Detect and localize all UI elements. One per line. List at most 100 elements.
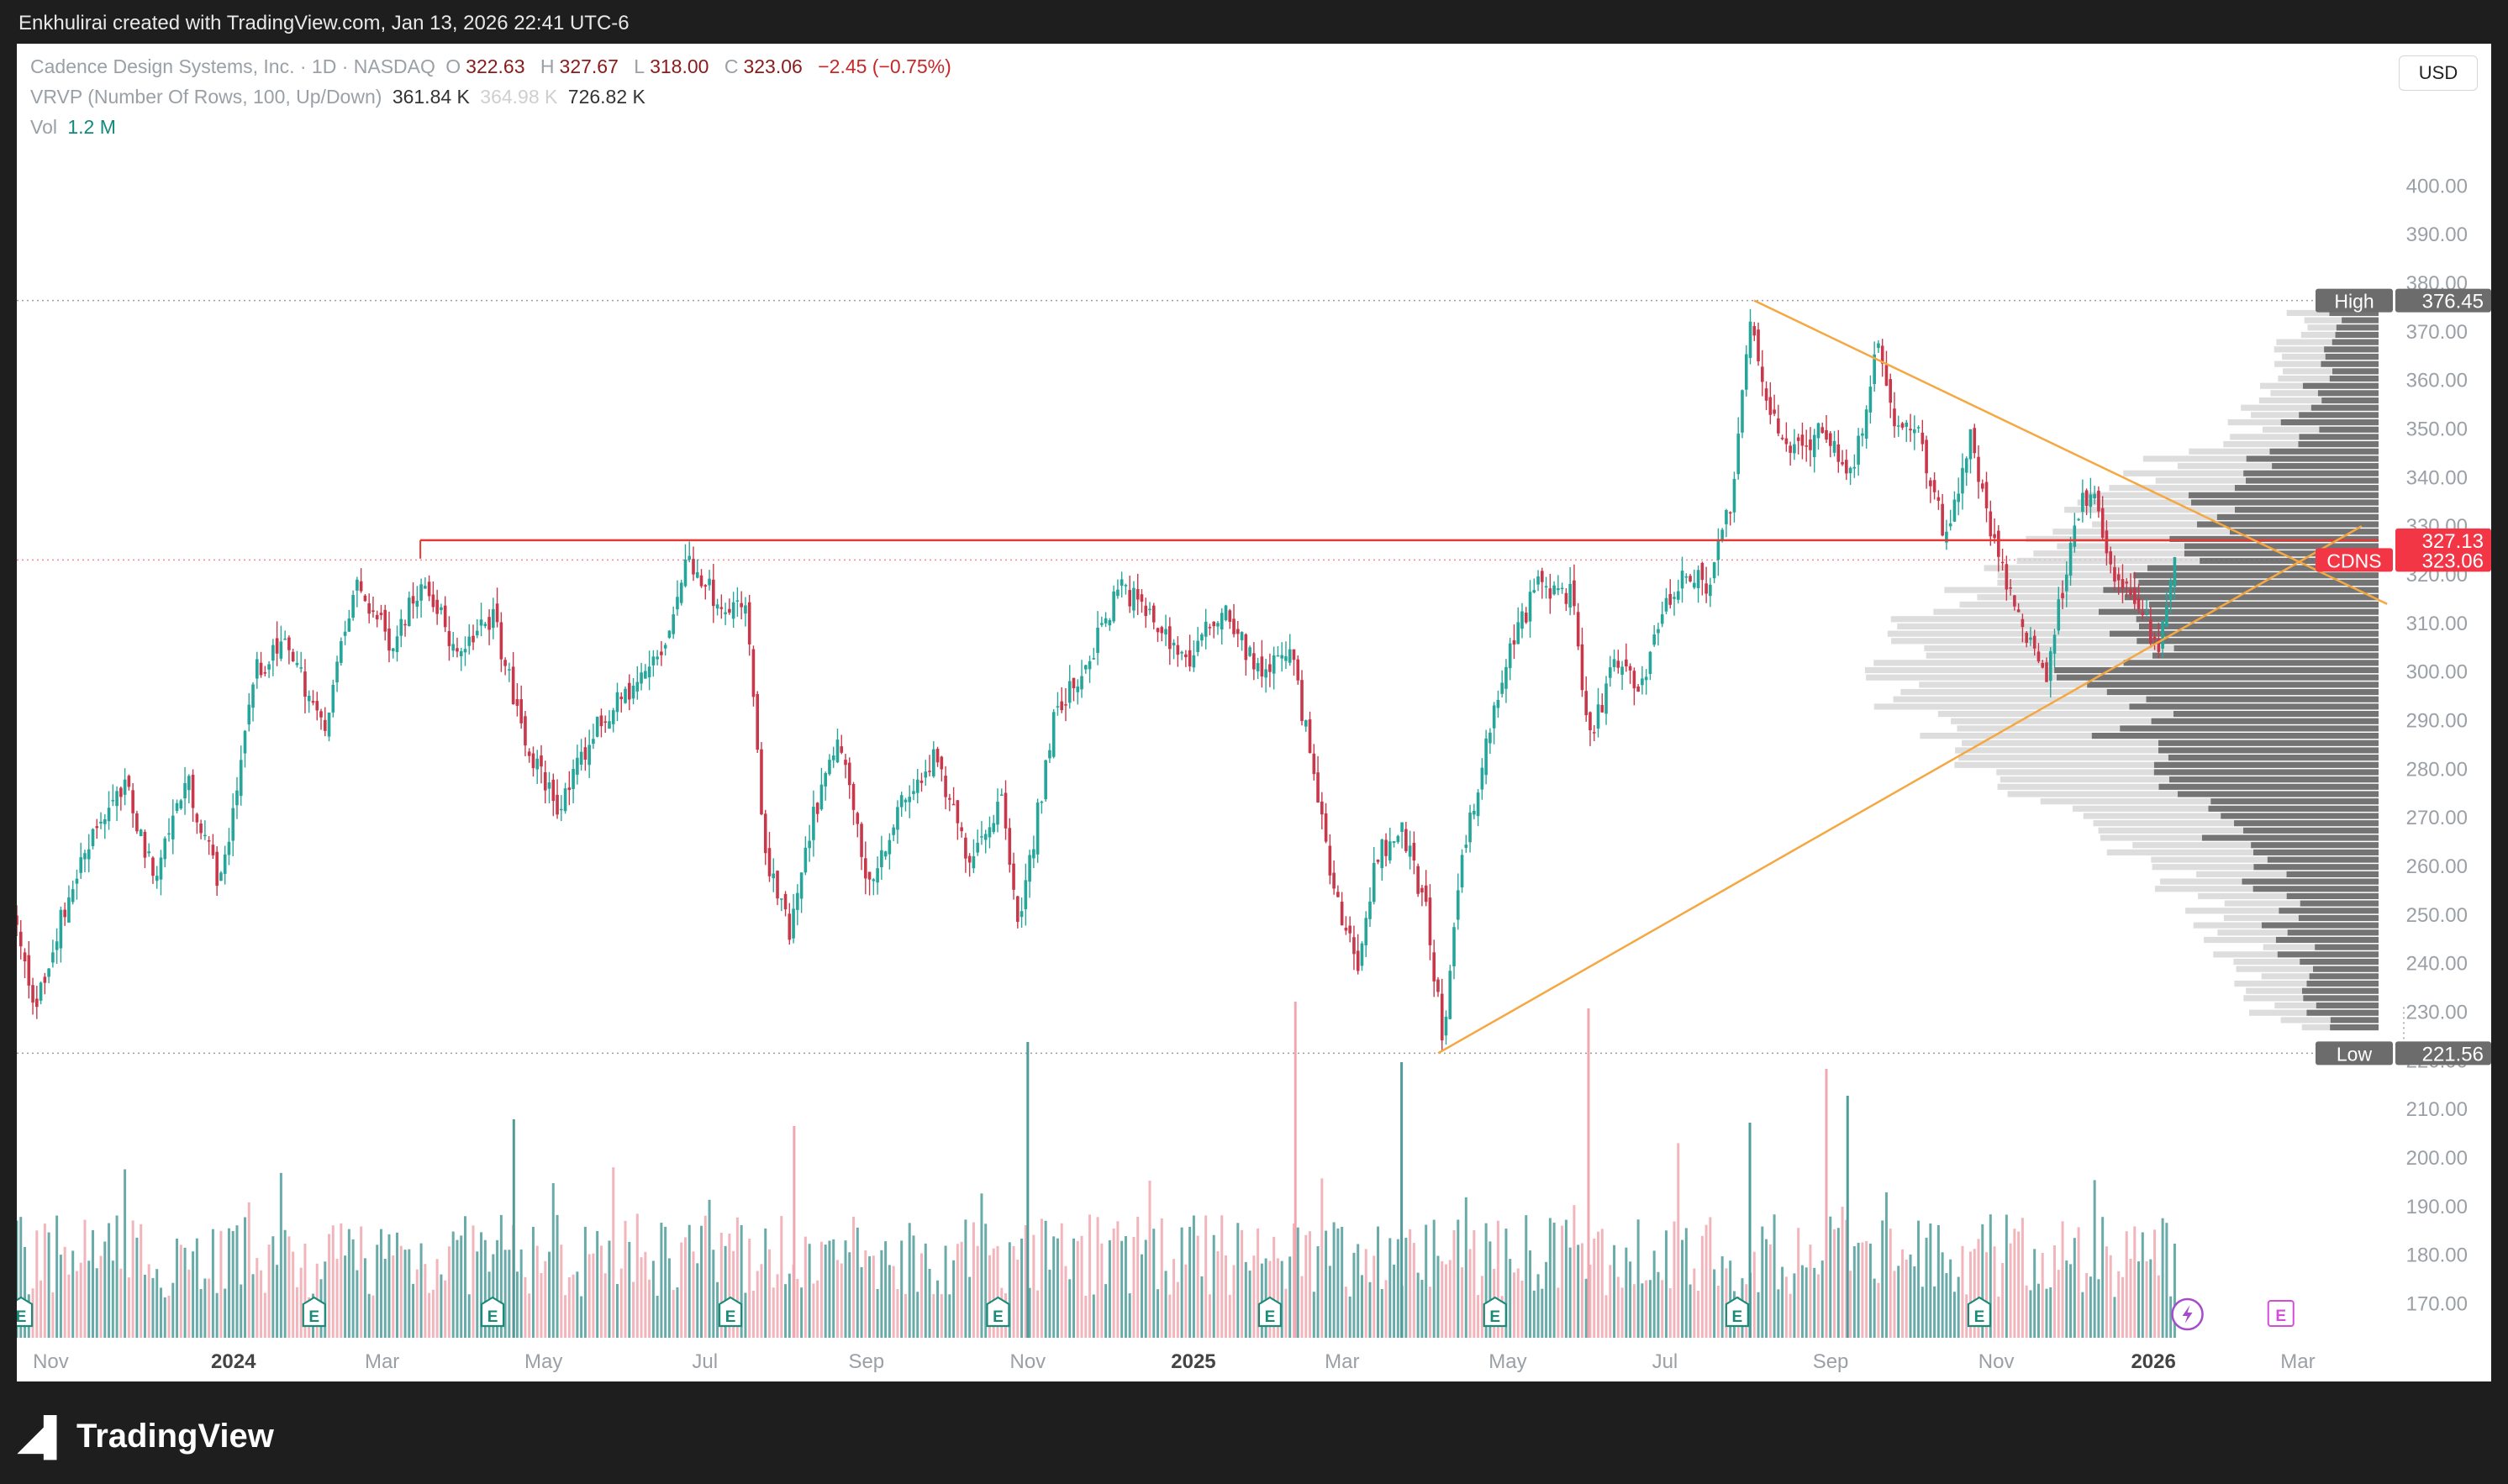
volume-bar xyxy=(872,1255,875,1338)
volume-bar xyxy=(208,1278,211,1338)
volume-bar xyxy=(680,1242,683,1338)
volume-bar xyxy=(271,1236,275,1338)
volume-bar xyxy=(2117,1271,2121,1338)
volume-bar xyxy=(1965,1294,1968,1338)
currency-button[interactable]: USD xyxy=(2399,55,2478,91)
volume-bar xyxy=(1468,1249,1472,1338)
candle-body xyxy=(331,684,335,713)
volume-bar xyxy=(456,1239,459,1338)
candle-body xyxy=(1893,408,1896,427)
candle-body xyxy=(1560,587,1564,590)
candle-body xyxy=(427,581,431,597)
volume-bar xyxy=(1457,1219,1460,1338)
candle-body xyxy=(255,659,259,679)
legend-volume[interactable]: Vol 1.2 M xyxy=(30,116,121,139)
volume-bar xyxy=(992,1248,995,1338)
volume-bar xyxy=(256,1258,259,1338)
volume-bar xyxy=(788,1273,791,1338)
volume-bar xyxy=(1393,1264,1396,1338)
volume-bar xyxy=(1441,1260,1444,1338)
volume-bar xyxy=(984,1224,988,1338)
vp-row-down xyxy=(2246,987,2302,994)
candle-body xyxy=(1396,835,1400,843)
time-tick-label: Jul xyxy=(692,1350,718,1373)
price-tick-label: 390.00 xyxy=(2406,224,2468,246)
candle-body xyxy=(1032,849,1035,859)
candle-body xyxy=(395,636,399,652)
volume-bar xyxy=(1529,1250,1532,1338)
volume-bar xyxy=(151,1277,155,1338)
candle-body xyxy=(1536,576,1540,585)
volume-bar xyxy=(876,1288,879,1338)
volume-bar xyxy=(1496,1220,1499,1338)
vp-row-down xyxy=(2098,827,2243,834)
candle-body xyxy=(1208,627,1212,629)
vp-row-up xyxy=(2169,535,2379,542)
candle-body xyxy=(1456,890,1460,920)
vp-row-up xyxy=(2133,572,2379,579)
candle-body xyxy=(944,776,947,797)
chart-panel[interactable]: E E E E E E E E E E 170.00 180.00 190.00 200.00 210.00… xyxy=(17,44,2491,1381)
candle-body xyxy=(239,760,243,797)
volume-bar xyxy=(492,1254,495,1338)
candle-body xyxy=(2109,551,2112,565)
candle-body xyxy=(1380,839,1384,869)
trendline-ascending xyxy=(1437,525,2363,1055)
candle-body xyxy=(127,776,131,787)
candle-body xyxy=(1488,732,1492,744)
candle-body xyxy=(223,854,227,874)
vp-row-up xyxy=(2191,499,2379,506)
candle-body xyxy=(1148,608,1151,611)
vp-row-down xyxy=(1891,638,2137,645)
volume-bar xyxy=(1064,1266,1067,1338)
candle-body xyxy=(2068,542,2073,576)
legend-vrvp[interactable]: VRVP (Number Of Rows, 100, Up/Down) 361.… xyxy=(30,86,651,108)
volume-bar xyxy=(224,1288,227,1338)
volume-bar xyxy=(908,1223,911,1338)
volume-bar xyxy=(1604,1295,1608,1338)
candle-body xyxy=(2025,633,2028,643)
vp-row-down xyxy=(2274,360,2321,367)
volume-bar xyxy=(1164,1271,1167,1338)
candle-body xyxy=(1284,655,1288,661)
candle-body xyxy=(299,667,303,669)
volume-bar xyxy=(835,1260,839,1338)
earnings-icon-letter: E xyxy=(308,1308,319,1326)
volume-bar xyxy=(1921,1287,1924,1338)
candle-body xyxy=(251,684,255,708)
volume-bar xyxy=(519,1249,523,1338)
volume-bar xyxy=(1464,1197,1467,1338)
volume-bar xyxy=(1160,1218,1163,1338)
volume-bar xyxy=(1140,1254,1143,1338)
candle-body xyxy=(1984,482,1989,508)
candle-body xyxy=(1877,343,1880,349)
vp-row-down xyxy=(2083,813,2221,819)
vp-row-up xyxy=(2216,513,2379,520)
price-chart[interactable]: E E E E E E E E E E 170.00 180.00 190.00 200.00 210.00… xyxy=(17,44,2491,1381)
vp-row-up xyxy=(2146,696,2379,703)
volume-bar xyxy=(1100,1243,1104,1338)
volume-bar xyxy=(483,1239,487,1338)
volume-bar xyxy=(1881,1220,1884,1338)
candle-body xyxy=(683,559,688,587)
volume-bar xyxy=(1425,1224,1428,1338)
vp-row-up xyxy=(2330,1024,2379,1031)
time-tick-label: Sep xyxy=(848,1350,884,1373)
volume-bar xyxy=(580,1296,583,1338)
volume-bar xyxy=(215,1292,219,1338)
vp-row-down xyxy=(1951,718,2152,724)
vp-row-up xyxy=(2269,448,2379,455)
price-tick-label: 180.00 xyxy=(2406,1245,2468,1267)
vp-row-up xyxy=(2317,390,2379,397)
vp-row-down xyxy=(2106,849,2254,855)
volume-bar xyxy=(1136,1217,1140,1338)
volume-bar xyxy=(1432,1219,1436,1338)
volume-bar xyxy=(103,1241,107,1338)
volume-bar xyxy=(1704,1224,1708,1338)
legend-change: −2.45 (−0.75%) xyxy=(818,55,951,77)
volume-bar xyxy=(1148,1181,1151,1338)
candle-body xyxy=(1752,326,1757,336)
candle-body xyxy=(1709,584,1712,597)
candle-body xyxy=(663,645,667,649)
candle-body xyxy=(2145,613,2148,616)
